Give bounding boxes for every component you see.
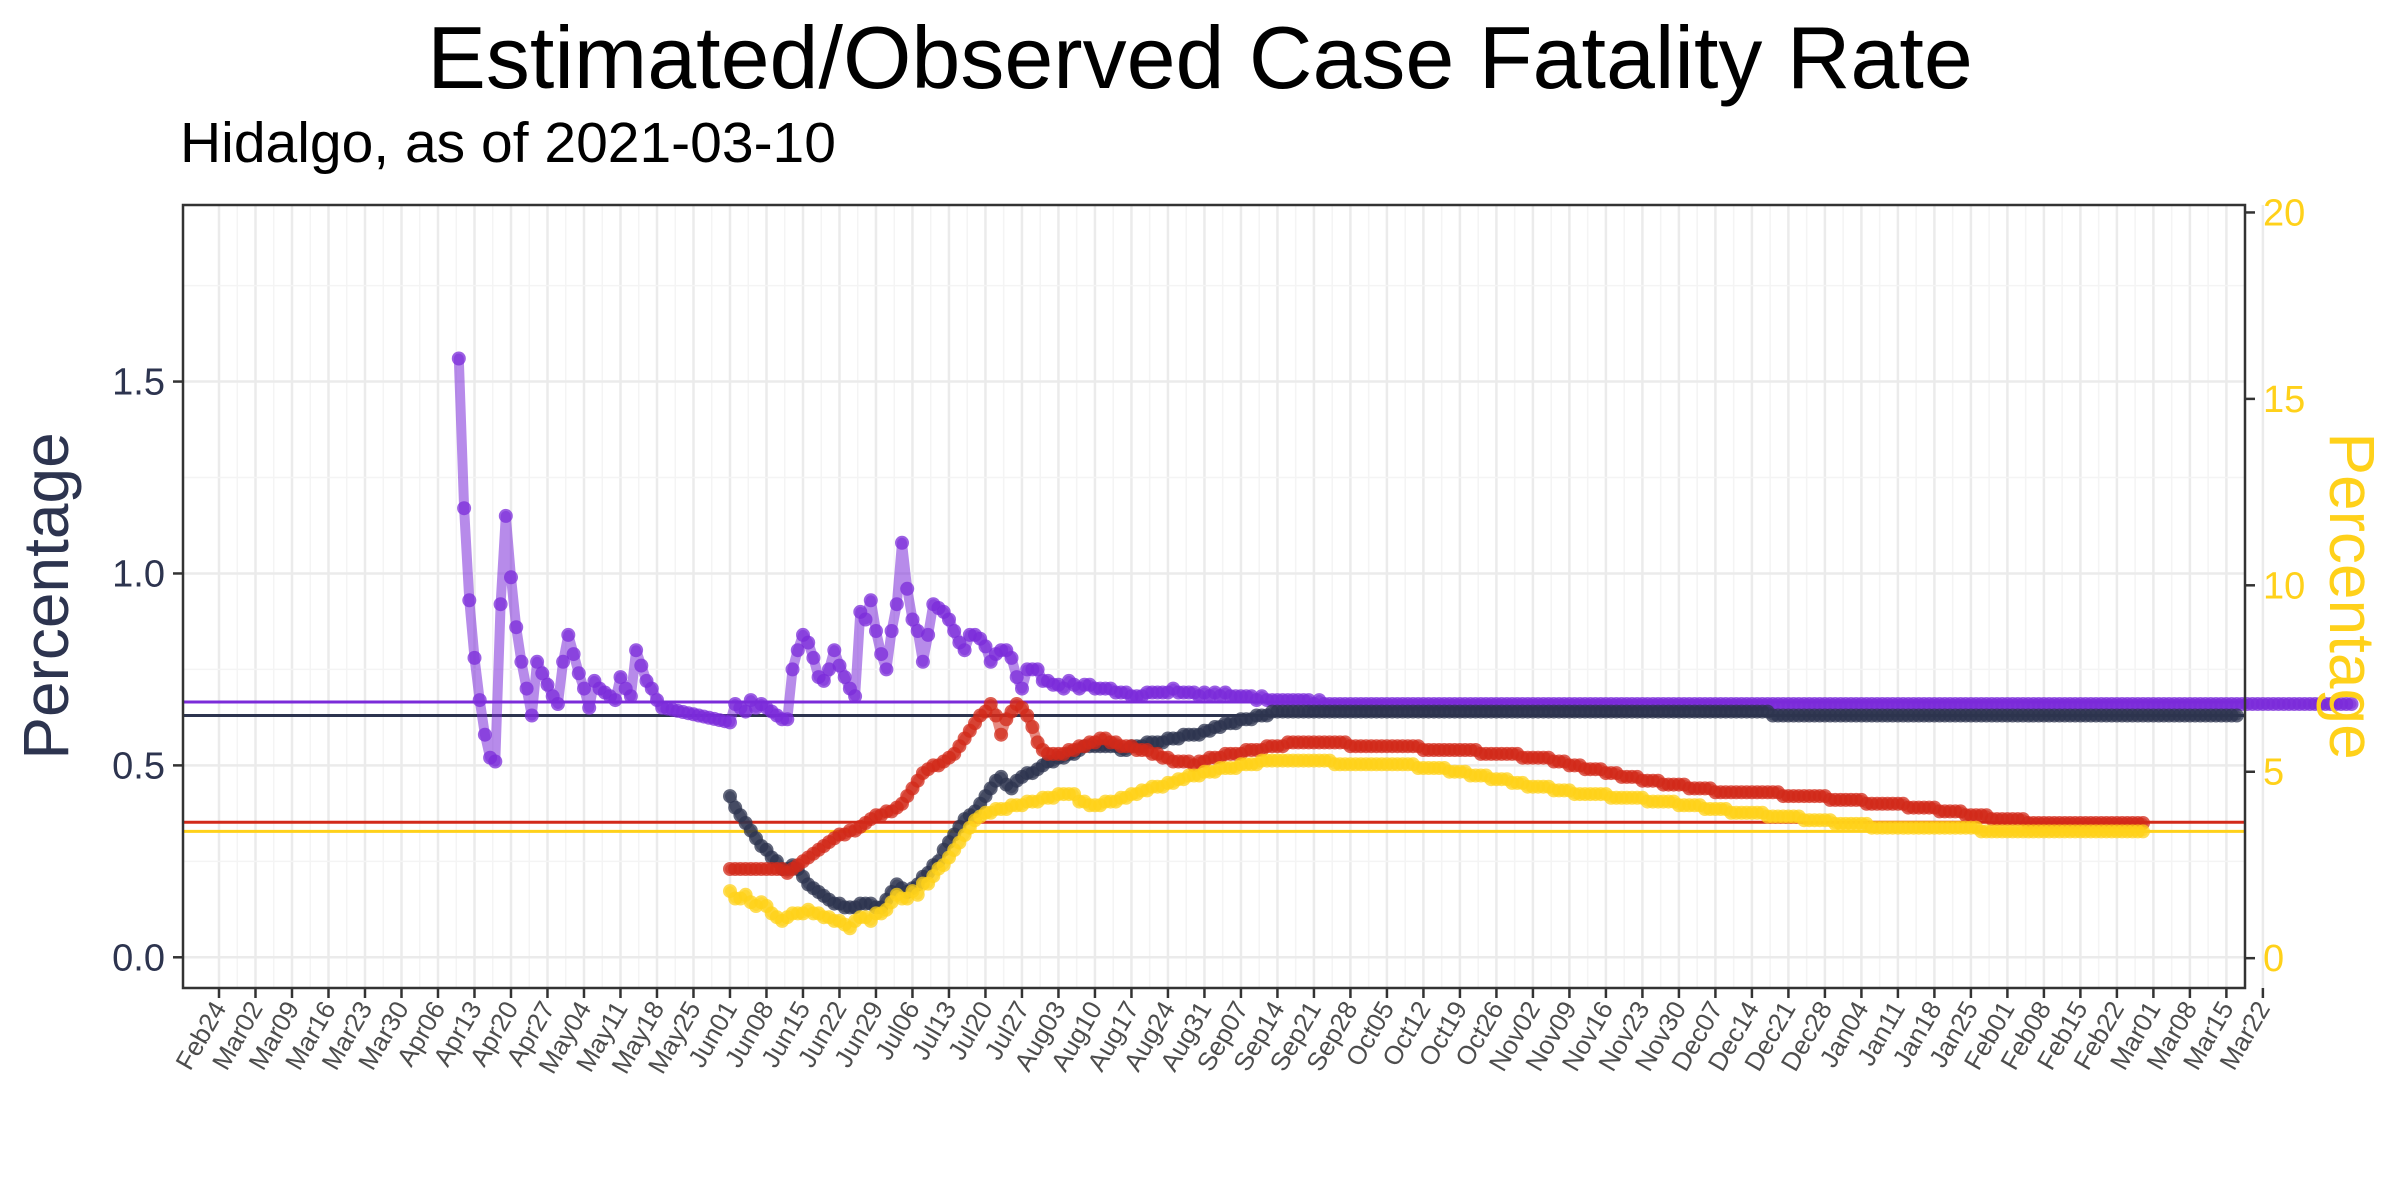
purple-data-point [869, 624, 883, 638]
purple-data-point [519, 681, 534, 696]
yellow-series [723, 753, 2150, 936]
purple-data-point [582, 700, 597, 715]
purple-data-point [498, 508, 513, 523]
left-y-axis-title: Percentage [10, 432, 82, 759]
purple-data-point [790, 643, 805, 658]
purple-data-point [978, 639, 993, 654]
x-axis: Feb24Mar02Mar09Mar16Mar23Mar30Apr06Apr13… [169, 988, 2276, 1079]
purple-data-point [566, 647, 581, 662]
left-y-tick-label: 1.5 [112, 362, 165, 404]
red-data-point [983, 697, 998, 711]
purple-data-point [608, 693, 623, 708]
left-y-axis: 0.0 0.5 1.0 1.5 [112, 362, 183, 979]
red-data-point [1020, 708, 1035, 723]
purple-data-point [634, 658, 649, 673]
purple-data-point [613, 670, 628, 685]
purple-data-point [467, 650, 482, 665]
plot-border [181, 203, 2247, 990]
purple-data-point [900, 581, 915, 596]
purple-data-point [623, 689, 638, 704]
right-y-tick-label: 20 [2263, 192, 2305, 234]
purple-data-point [801, 635, 816, 650]
purple-data-point [879, 662, 894, 677]
purple-data-point [561, 627, 576, 642]
purple-data-point [884, 624, 899, 638]
purple-data-point [540, 677, 555, 692]
purple-data-point [947, 624, 962, 638]
purple-data-point [785, 662, 800, 677]
chart-title: Estimated/Observed Case Fatality Rate [427, 8, 1973, 107]
purple-data-point [827, 643, 842, 658]
purple-data-point [451, 351, 466, 366]
purple-data-point [2344, 697, 2359, 711]
purple-data-point [1030, 662, 1045, 677]
purple-data-point [629, 643, 644, 658]
purple-data-point [1004, 650, 1019, 665]
purple-data-point [514, 654, 529, 669]
purple-data-point [571, 666, 586, 681]
purple-data-point [524, 708, 539, 723]
right-y-tick-label: 5 [2263, 752, 2284, 794]
chart-subtitle: Hidalgo, as of 2021-03-10 [180, 111, 836, 175]
right-y-axis: 0 5 10 15 20 [2245, 192, 2305, 980]
purple-data-point [832, 658, 847, 673]
purple-data-point [550, 697, 565, 711]
red-data-point [994, 727, 1009, 742]
purple-data-point [472, 693, 487, 708]
purple-data-point [457, 501, 472, 516]
purple-data-point [723, 715, 737, 730]
navy-series [723, 704, 2244, 915]
purple-data-point [530, 654, 545, 669]
purple-data-point [1009, 670, 1024, 685]
red-series [723, 697, 2150, 880]
purple-data-point [1015, 681, 1029, 696]
purple-data-point [848, 689, 863, 704]
data-series [451, 351, 2359, 936]
purple-data-point [806, 650, 821, 665]
right-y-tick-label: 15 [2263, 379, 2305, 421]
purple-data-point [921, 627, 936, 642]
navy-data-point [723, 789, 737, 804]
purple-data-point [488, 754, 503, 769]
left-y-tick-label: 0.0 [112, 937, 165, 979]
purple-data-point [493, 597, 508, 612]
right-y-tick-label: 10 [2263, 565, 2305, 607]
purple-data-point [462, 593, 477, 608]
purple-data-point [863, 593, 878, 608]
purple-data-point [509, 620, 524, 635]
purple-data-point [644, 681, 659, 696]
purple-data-point [822, 662, 836, 677]
purple-data-point [504, 570, 518, 585]
purple-data-point [858, 612, 873, 627]
yellow-data-point [2136, 824, 2150, 839]
purple-data-point [577, 681, 591, 696]
purple-data-point [874, 647, 889, 662]
purple-data-point [889, 597, 904, 612]
navy-data-point [2229, 708, 2244, 723]
red-data-point [1025, 720, 1040, 734]
purple-data-point [477, 727, 492, 742]
purple-data-point [915, 654, 930, 669]
purple-data-point [816, 673, 831, 688]
right-y-axis-title: Percentage [2316, 432, 2388, 759]
left-y-tick-label: 1.0 [112, 553, 165, 595]
purple-data-point [942, 612, 956, 627]
purple-data-point [957, 643, 972, 658]
purple-data-point [780, 712, 795, 727]
purple-data-point [905, 612, 920, 627]
right-y-tick-label: 0 [2263, 938, 2284, 980]
purple-data-point [895, 535, 909, 550]
purple-data-point [837, 670, 852, 685]
left-y-tick-label: 0.5 [112, 745, 165, 787]
plot-background [183, 205, 2245, 988]
purple-data-point [556, 654, 571, 669]
yellow-data-point [910, 887, 925, 902]
purple-data-point [535, 666, 550, 681]
